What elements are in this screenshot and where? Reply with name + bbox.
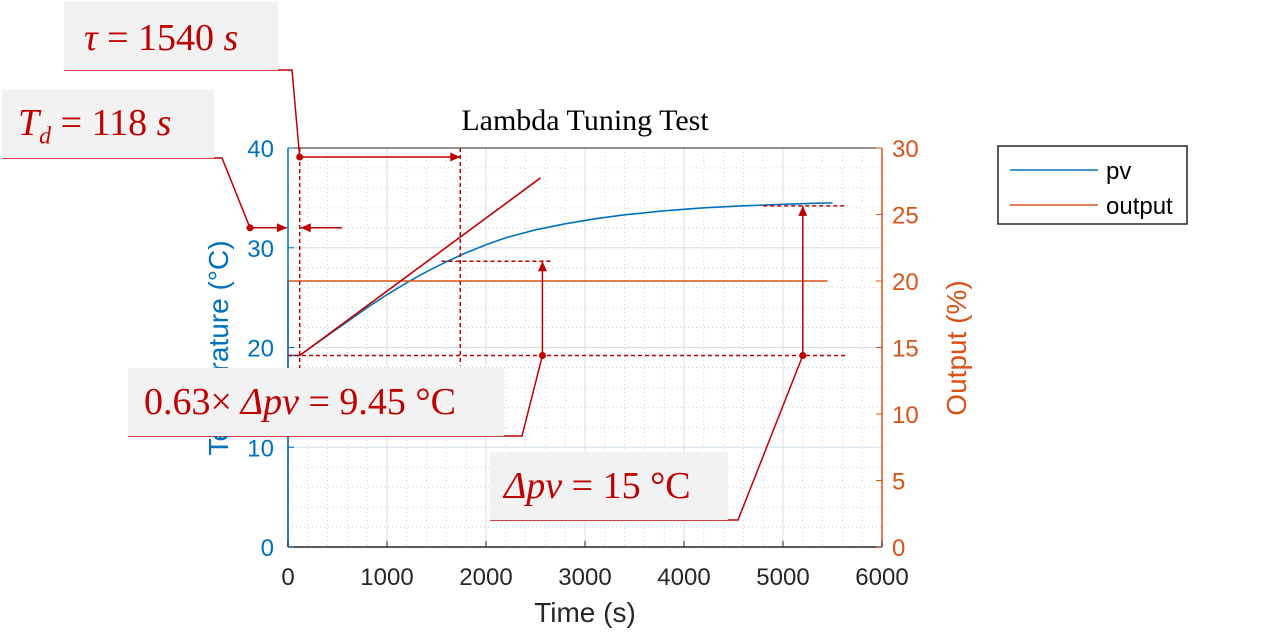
x-tick-label: 4000 bbox=[657, 564, 710, 591]
tau-symbol: τ bbox=[84, 17, 98, 59]
dpv-callout: Δpv = 15 °C bbox=[490, 452, 728, 520]
x-axis-label: Time (s) bbox=[534, 597, 636, 628]
y-right-tick-label: 5 bbox=[892, 469, 905, 496]
legend: pv output bbox=[997, 145, 1188, 225]
x-tick-label: 3000 bbox=[558, 564, 611, 591]
y-left-tick-label: 0 bbox=[261, 535, 274, 562]
dpv63-arrow-head bbox=[537, 261, 547, 272]
series-line-pv bbox=[288, 202, 833, 357]
dpv63-leader-line bbox=[128, 355, 544, 437]
dpv-unit: °C bbox=[650, 465, 691, 507]
dpv63-times: × bbox=[210, 381, 232, 423]
legend-label-output: output bbox=[1106, 193, 1173, 220]
y-left-tick-label: 20 bbox=[247, 336, 274, 363]
y-right-tick-label: 15 bbox=[892, 336, 919, 363]
x-tick-label: 5000 bbox=[756, 564, 809, 591]
dpv63-callout: 0.63× Δpv = 9.45 °C bbox=[128, 368, 504, 436]
td-value: = 118 bbox=[60, 102, 148, 144]
major-grid bbox=[287, 147, 883, 548]
dpv63-symbol: Δpv bbox=[240, 381, 299, 423]
y-left-tick-label: 10 bbox=[247, 435, 274, 462]
annotation-layer bbox=[2, 69, 848, 521]
x-tick-label: 6000 bbox=[855, 564, 908, 591]
dpv-symbol: Δpv bbox=[504, 465, 563, 507]
tau-leader-line bbox=[64, 69, 301, 158]
td-left-arrow-head bbox=[277, 223, 287, 233]
y-right-tick-label: 10 bbox=[892, 402, 919, 429]
td-unit: s bbox=[156, 102, 172, 144]
y-right-tick-label: 20 bbox=[892, 269, 919, 296]
legend-label-pv: pv bbox=[1106, 158, 1131, 185]
y-left-tick-label: 40 bbox=[247, 136, 274, 163]
y-right-tick-label: 0 bbox=[892, 535, 905, 562]
tangent-line bbox=[299, 177, 541, 357]
td-leader-line bbox=[2, 157, 251, 229]
tau-unit: s bbox=[223, 17, 239, 59]
axes-layer: 0 1000 2000 3000 4000 5000 6000010203040051015… bbox=[247, 136, 918, 591]
y-left-tick-label: 30 bbox=[247, 236, 274, 263]
x-tick-label: 0 bbox=[281, 564, 294, 591]
y-right-tick-label: 30 bbox=[892, 136, 919, 163]
x-tick-label: 2000 bbox=[459, 564, 512, 591]
legend-box bbox=[997, 145, 1188, 225]
tau-span-arrow-head bbox=[450, 152, 461, 162]
y-right-tick-label: 25 bbox=[892, 203, 919, 230]
td-right-arrow-head bbox=[300, 223, 311, 233]
y-axis-label-right: Output (%) bbox=[941, 280, 972, 415]
dpv-value: = 15 bbox=[571, 465, 641, 507]
dpv63-value: = 9.45 bbox=[308, 381, 406, 423]
dpv-arrow-head bbox=[798, 205, 808, 216]
tau-callout: τ = 1540 s bbox=[64, 2, 278, 70]
td-symbol: Td bbox=[18, 102, 52, 150]
tau-value: = 1540 bbox=[107, 17, 215, 59]
dpv-leader-line bbox=[490, 355, 804, 521]
td-callout: Td = 118 s bbox=[2, 90, 214, 158]
dpv63-unit: °C bbox=[415, 381, 456, 423]
chart-title: Lambda Tuning Test bbox=[461, 104, 709, 137]
x-tick-label: 1000 bbox=[360, 564, 413, 591]
dpv63-coefficient: 0.63 bbox=[144, 381, 211, 423]
